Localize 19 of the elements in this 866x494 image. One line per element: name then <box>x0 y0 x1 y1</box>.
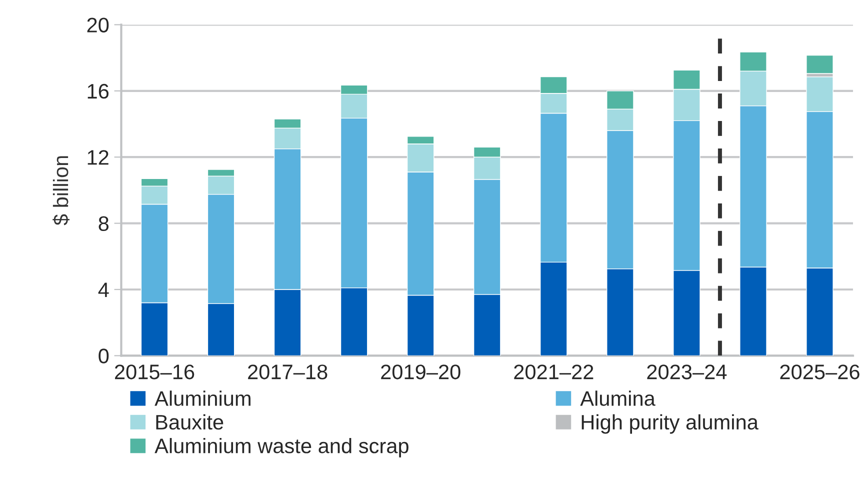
x-tick-label: 2017–18 <box>248 364 328 380</box>
x-tick-label: 2023–24 <box>647 364 727 380</box>
y-tick-label: 16 <box>88 84 109 99</box>
y-tick-label: 20 <box>87 18 109 32</box>
y-tick-label: 4 <box>98 282 109 298</box>
x-tick-label: 2019–20 <box>381 364 460 380</box>
x-tick-label: 2025–26 <box>780 364 860 380</box>
x-tick-label: 2015–16 <box>115 364 194 380</box>
legend-label: High purity alumina <box>582 414 758 434</box>
y-tick-label: 8 <box>98 216 109 232</box>
x-tick-label: 2021–22 <box>514 364 594 380</box>
y-tick-label: 0 <box>98 348 109 364</box>
legend-label: Alumina <box>580 390 656 406</box>
legend-label: Aluminium waste and scrap <box>154 438 408 458</box>
y-axis-title: $ billion <box>52 156 70 226</box>
y-tick-label: 12 <box>88 150 108 165</box>
legend-label: Aluminium <box>154 390 250 406</box>
legend-label: Bauxite <box>156 414 224 430</box>
bar <box>806 54 834 74</box>
